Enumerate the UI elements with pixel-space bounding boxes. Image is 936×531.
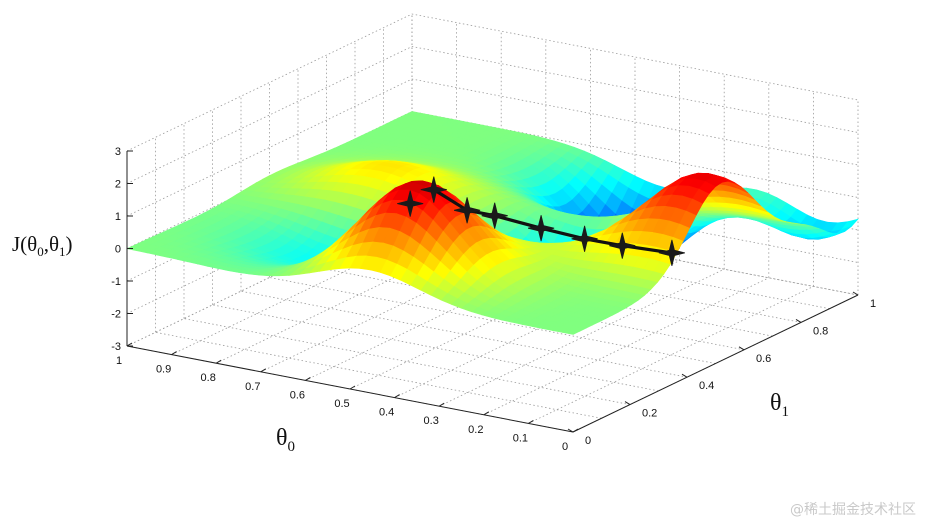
grid-line bbox=[260, 234, 546, 373]
theta1-tick-mark bbox=[738, 346, 745, 351]
theta0-tick-label: 0.6 bbox=[290, 389, 305, 401]
theta0-tick-mark bbox=[349, 385, 356, 390]
descent-step-marker bbox=[481, 202, 508, 229]
grid-line bbox=[126, 46, 859, 184]
theta0-tick-label: 0.7 bbox=[245, 381, 260, 393]
grid-line bbox=[394, 260, 680, 398]
theta0-tick-label: 0.3 bbox=[424, 415, 439, 427]
z-tick-label: -2 bbox=[111, 309, 121, 321]
theta0-tick-label: 0.8 bbox=[201, 372, 216, 384]
theta0-tick-mark bbox=[260, 368, 267, 373]
theta1-tick-label: 0.2 bbox=[642, 408, 657, 420]
theta0-tick-label: 0.9 bbox=[156, 364, 171, 376]
descent-step-marker bbox=[420, 176, 447, 203]
theta0-tick-mark bbox=[171, 351, 177, 356]
theta1-tick-label: 0.4 bbox=[699, 380, 714, 392]
theta1-tick-mark bbox=[681, 373, 688, 378]
theta0-tick-label: 1 bbox=[116, 355, 122, 367]
z-tick-label: 1 bbox=[115, 211, 121, 223]
grid-line bbox=[439, 268, 725, 407]
cost-surface bbox=[126, 111, 859, 335]
descent-step-marker bbox=[528, 215, 555, 242]
descent-step-marker bbox=[397, 190, 424, 217]
z-tick-label: 3 bbox=[115, 146, 121, 158]
theta1-axis-label: θ1 bbox=[770, 390, 789, 420]
theta0-tick-label: 0.5 bbox=[334, 398, 349, 410]
theta0-tick-mark bbox=[126, 342, 133, 347]
theta1-tick-label: 1 bbox=[870, 298, 876, 310]
theta0-tick-label: 0.4 bbox=[379, 407, 394, 419]
grid-line bbox=[171, 217, 457, 355]
theta0-tick-mark bbox=[305, 376, 311, 381]
grid-line bbox=[483, 277, 769, 416]
gradient-descent-path bbox=[397, 176, 685, 266]
theta1-tick-mark bbox=[567, 428, 574, 433]
grid-line bbox=[528, 286, 814, 424]
z-tick-label: -3 bbox=[111, 341, 121, 353]
grid-line bbox=[126, 78, 859, 217]
theta0-tick-mark bbox=[528, 419, 534, 424]
z-tick-label: 0 bbox=[115, 244, 121, 256]
grid-line bbox=[126, 13, 859, 152]
theta0-tick-mark bbox=[438, 402, 445, 407]
grid-line bbox=[216, 225, 502, 364]
descent-step-marker bbox=[658, 239, 685, 266]
watermark: @稀土掘金技术社区 bbox=[790, 502, 916, 518]
theta1-tick-mark bbox=[624, 401, 631, 406]
theta0-axis-ticks: 1 0.9 0.8 0.7 0.6 0.5 0.4 0.3 0.2 0.1 0 bbox=[116, 342, 579, 453]
theta0-tick-mark bbox=[215, 359, 222, 364]
theta1-tick-label: 0.6 bbox=[756, 353, 771, 365]
theta0-tick-label: 0 bbox=[562, 441, 568, 453]
theta1-tick-mark bbox=[852, 291, 859, 296]
theta1-tick-label: 0 bbox=[585, 435, 591, 447]
descent-step-marker bbox=[609, 232, 636, 259]
theta1-tick-label: 0.8 bbox=[813, 325, 828, 337]
theta0-tick-mark bbox=[483, 411, 490, 416]
theta0-tick-mark bbox=[394, 394, 400, 399]
theta1-axis-line bbox=[572, 294, 859, 433]
theta1-axis-ticks: 0 0.2 0.4 0.6 0.8 1 bbox=[567, 291, 876, 447]
grid-line bbox=[305, 243, 591, 381]
z-tick-label: 2 bbox=[115, 179, 121, 191]
theta0-tick-mark bbox=[572, 428, 579, 433]
theta0-tick-label: 0.1 bbox=[513, 432, 528, 444]
surface-patch bbox=[561, 329, 581, 335]
descent-step-marker bbox=[571, 225, 598, 252]
z-tick-label: -1 bbox=[111, 276, 121, 288]
descent-step-marker bbox=[454, 197, 481, 224]
z-axis-label: J(θ0,θ1) bbox=[12, 232, 73, 259]
theta0-axis-label: θ0 bbox=[276, 425, 295, 455]
theta1-tick-mark bbox=[795, 318, 802, 323]
grid-line bbox=[126, 208, 413, 347]
z-axis-ticks: 3 2 1 0 -1 -2 -3 bbox=[111, 146, 133, 353]
grid-line bbox=[349, 251, 636, 390]
theta0-tick-label: 0.2 bbox=[468, 424, 483, 436]
